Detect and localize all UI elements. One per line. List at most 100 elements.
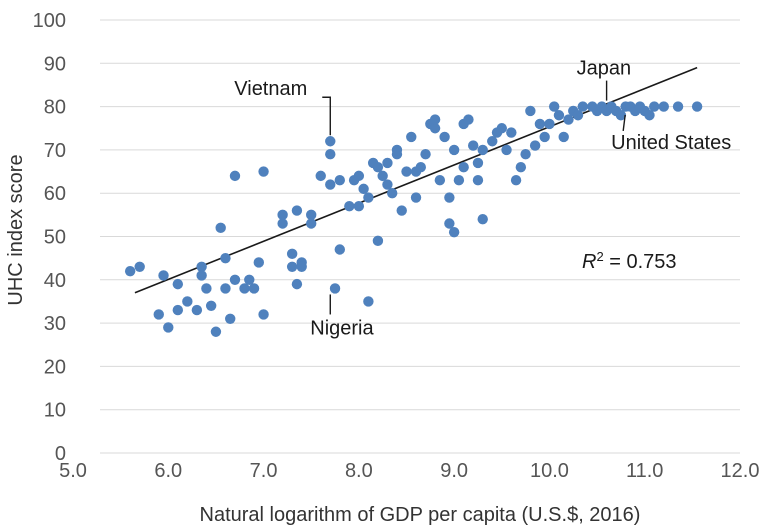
y-tick-label: 20 xyxy=(44,356,66,378)
data-point xyxy=(201,283,212,294)
data-point xyxy=(458,162,469,173)
data-point xyxy=(496,123,507,134)
data-point xyxy=(448,144,460,156)
x-tick-label: 5.0 xyxy=(59,460,87,482)
y-tick-label: 70 xyxy=(44,140,66,162)
data-point xyxy=(558,131,569,143)
data-point xyxy=(353,170,365,182)
data-point xyxy=(291,205,303,216)
data-point xyxy=(329,283,341,294)
data-point xyxy=(315,170,326,182)
r-squared-label: R2 = 0.753 xyxy=(582,249,677,274)
data-point xyxy=(382,179,393,190)
data-point xyxy=(448,226,460,238)
data-point xyxy=(334,244,345,255)
data-point xyxy=(468,140,479,151)
data-point xyxy=(391,144,403,156)
data-point xyxy=(672,101,684,112)
data-point xyxy=(244,274,255,285)
data-point xyxy=(510,175,522,186)
data-point xyxy=(210,326,222,337)
data-point xyxy=(534,118,546,130)
annotations: Vietnam Japan United States Nigeria xyxy=(234,58,731,340)
data-point xyxy=(410,192,422,203)
data-point xyxy=(215,222,226,234)
data-point xyxy=(325,136,336,147)
data-point xyxy=(325,149,336,160)
data-point xyxy=(124,265,136,277)
data-point xyxy=(358,183,369,195)
data-point xyxy=(277,209,288,221)
data-point xyxy=(444,218,455,229)
y-tick-label: 10 xyxy=(44,400,66,422)
annotation-leader xyxy=(622,114,626,132)
data-point xyxy=(163,322,174,333)
data-point xyxy=(306,218,317,229)
data-point xyxy=(472,157,484,169)
data-point xyxy=(220,283,231,294)
data-point xyxy=(296,261,307,273)
data-point xyxy=(429,114,441,125)
data-point xyxy=(544,118,555,130)
y-tick-label: 100 xyxy=(33,10,66,32)
data-point xyxy=(548,101,560,112)
data-point xyxy=(525,105,536,117)
data-point xyxy=(220,252,231,264)
data-point xyxy=(363,192,374,203)
data-point xyxy=(691,101,703,112)
data-point xyxy=(253,257,265,268)
data-point xyxy=(182,296,193,307)
data-point xyxy=(225,313,236,324)
y-tick-label: 80 xyxy=(44,97,66,119)
data-point xyxy=(286,248,298,260)
data-point xyxy=(453,175,465,186)
data-point xyxy=(563,114,574,125)
data-point xyxy=(472,175,484,186)
y-tick-label: 40 xyxy=(44,270,66,292)
data-point xyxy=(158,270,169,281)
data-point xyxy=(291,278,303,290)
data-point xyxy=(658,101,669,112)
data-point xyxy=(286,261,298,273)
y-axis-title: UHC index score xyxy=(5,154,27,305)
y-tick-label: 50 xyxy=(44,227,66,249)
data-point xyxy=(529,140,541,151)
data-point xyxy=(506,127,517,138)
data-point xyxy=(172,304,184,316)
y-tick-label: 60 xyxy=(44,183,66,205)
data-point xyxy=(415,162,426,173)
data-point xyxy=(229,274,241,285)
x-axis-ticks: 5.0 6.0 7.0 8.0 9.0 10.0 11.0 12.0 xyxy=(59,460,759,482)
data-point xyxy=(277,218,288,229)
data-point xyxy=(396,205,407,216)
data-point xyxy=(258,166,269,177)
annotation-label: United States xyxy=(611,132,731,154)
data-point xyxy=(153,309,164,320)
y-tick-label: 90 xyxy=(44,53,66,75)
r-squared-exponent: 2 xyxy=(596,249,603,264)
x-tick-label: 10.0 xyxy=(530,460,569,482)
data-point xyxy=(463,114,474,125)
x-tick-label: 12.0 xyxy=(721,460,760,482)
data-point xyxy=(644,110,655,121)
data-point xyxy=(420,149,431,160)
y-tick-label: 30 xyxy=(44,313,66,335)
data-point xyxy=(363,296,374,307)
annotation-label: Japan xyxy=(577,58,632,80)
annotation-leader xyxy=(322,96,331,136)
data-point xyxy=(191,304,203,316)
data-point xyxy=(196,270,207,281)
x-tick-label: 8.0 xyxy=(345,460,373,482)
data-point xyxy=(406,131,417,143)
data-point xyxy=(387,188,398,199)
data-point xyxy=(539,131,550,143)
data-points xyxy=(124,101,703,337)
y-tick-label: 0 xyxy=(55,443,66,465)
data-point xyxy=(172,278,184,290)
data-point xyxy=(572,110,584,121)
data-point xyxy=(344,200,355,212)
data-point xyxy=(577,101,588,112)
data-point xyxy=(401,166,412,177)
data-point xyxy=(515,162,527,173)
data-point xyxy=(439,131,450,143)
